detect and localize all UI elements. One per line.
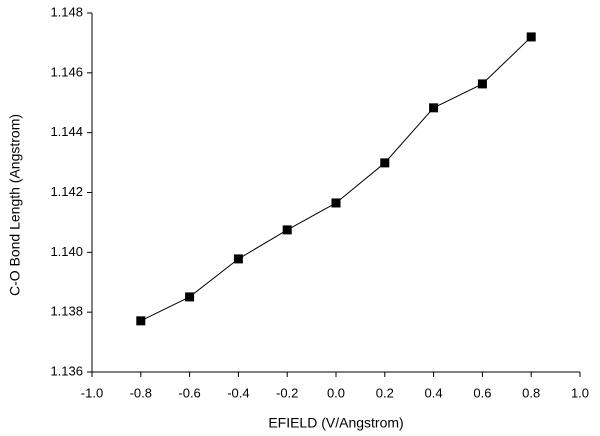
y-tick-label: 1.138 bbox=[50, 304, 83, 319]
data-point bbox=[331, 198, 341, 208]
x-tick-label: -0.2 bbox=[276, 385, 298, 400]
x-tick-label: -1.0 bbox=[81, 385, 103, 400]
x-tick-label: 1.0 bbox=[571, 385, 589, 400]
data-point bbox=[477, 79, 487, 89]
x-tick-label: 0.4 bbox=[425, 385, 443, 400]
series-line bbox=[140, 36, 532, 322]
y-tick-label: 1.148 bbox=[50, 4, 83, 19]
data-point bbox=[429, 103, 439, 113]
x-tick-label: 0.0 bbox=[327, 385, 345, 400]
x-tick-label: -0.6 bbox=[178, 385, 200, 400]
data-point bbox=[282, 225, 292, 235]
x-tick-label: -0.8 bbox=[130, 385, 152, 400]
y-tick-label: 1.146 bbox=[50, 64, 83, 79]
y-axis-label: C-O Bond Length (Angstrom) bbox=[7, 114, 23, 296]
x-tick-label: -0.4 bbox=[227, 385, 249, 400]
data-point bbox=[136, 316, 146, 326]
y-tick-label: 1.140 bbox=[50, 244, 83, 259]
x-tick-label: 0.2 bbox=[376, 385, 394, 400]
x-axis-label: EFIELD (V/Angstrom) bbox=[268, 415, 403, 431]
x-tick-label: 0.6 bbox=[473, 385, 491, 400]
data-point bbox=[185, 292, 195, 302]
y-tick-label: 1.144 bbox=[50, 124, 83, 139]
y-tick-label: 1.142 bbox=[50, 184, 83, 199]
data-point bbox=[526, 32, 536, 42]
x-tick-label: 0.8 bbox=[522, 385, 540, 400]
y-tick-label: 1.136 bbox=[50, 363, 83, 378]
data-point bbox=[233, 254, 243, 264]
data-point bbox=[380, 158, 390, 168]
